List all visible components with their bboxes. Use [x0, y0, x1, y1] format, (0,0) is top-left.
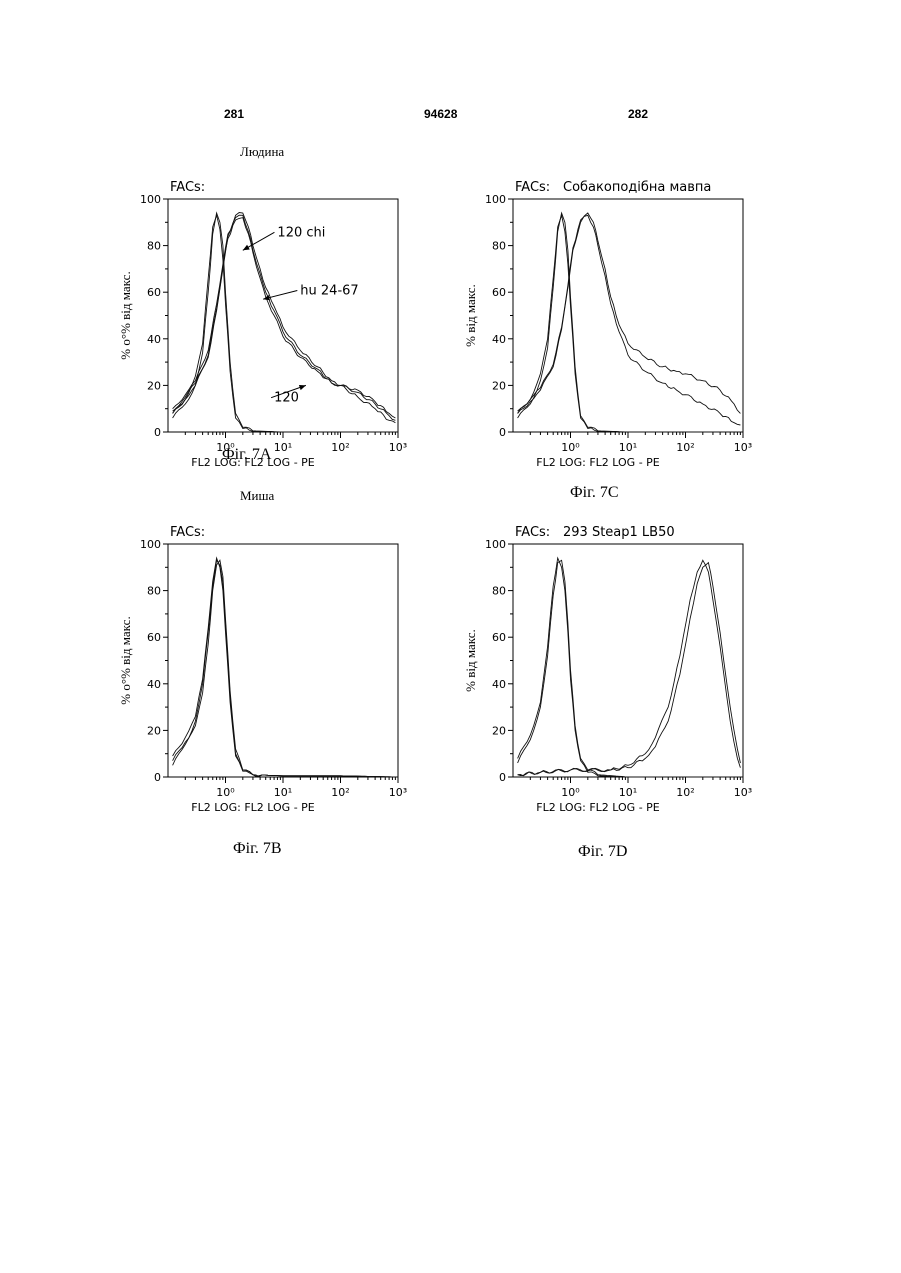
x-axis-label: FL2 LOG: FL2 LOG - PE	[191, 801, 315, 814]
histogram-series-line	[518, 558, 743, 777]
x-tick-label: 10⁰	[561, 786, 580, 799]
y-tick-label: 60	[147, 631, 161, 644]
x-tick-label: 10⁰	[561, 441, 580, 454]
x-tick-label: 10²	[676, 786, 694, 799]
y-axis-label: % від макс.	[463, 629, 478, 692]
y-tick-label: 60	[492, 286, 506, 299]
histogram-series-line	[518, 215, 743, 432]
y-tick-label: 20	[147, 379, 161, 392]
histogram-series-line	[518, 560, 743, 777]
x-tick-label: 10³	[734, 786, 752, 799]
y-tick-label: 20	[492, 724, 506, 737]
y-tick-label: 0	[154, 426, 161, 439]
histogram-series-line	[518, 560, 741, 775]
annotation-arrowhead	[263, 295, 270, 300]
histogram-series-line	[173, 560, 398, 777]
x-tick-label: 10⁰	[216, 786, 235, 799]
chart-subtitle: 293 Steap1 LB50	[563, 525, 675, 540]
page-number-right: 282	[628, 107, 648, 121]
y-tick-label: 0	[154, 771, 161, 784]
annotation-arrowhead	[299, 385, 306, 390]
y-tick-label: 80	[492, 240, 506, 253]
y-tick-label: 40	[147, 678, 161, 691]
caption-fig-7c: Фіг. 7C	[570, 484, 619, 502]
x-tick-label: 10¹	[619, 786, 637, 799]
histogram-series-line	[518, 215, 741, 425]
chart-title: FACs:	[170, 525, 205, 540]
annotation-arrowhead	[243, 245, 250, 251]
histogram-series-line	[518, 213, 743, 432]
x-axis-label: FL2 LOG: FL2 LOG - PE	[536, 456, 660, 469]
x-tick-label: 10²	[676, 441, 694, 454]
x-tick-label: 10³	[734, 441, 752, 454]
annotation-label: hu 24-67	[300, 284, 358, 299]
x-tick-label: 10²	[331, 786, 349, 799]
caption-fig-7a: Фіг. 7A	[222, 446, 271, 464]
y-tick-label: 0	[499, 771, 506, 784]
y-tick-label: 40	[492, 678, 506, 691]
y-tick-label: 20	[492, 379, 506, 392]
x-tick-label: 10³	[389, 786, 407, 799]
label-mouse: Миша	[240, 488, 274, 504]
chart-title: FACs:	[515, 525, 550, 540]
caption-fig-7d: Фіг. 7D	[578, 843, 627, 861]
chart-fig-7c: FACs: Собакоподібна мавпа 0 20 40 60 80 100 10⁰ 1…	[455, 172, 765, 477]
y-tick-label: 0	[499, 426, 506, 439]
plot-frame	[513, 544, 743, 777]
chart-title: FACs:	[515, 180, 550, 195]
caption-fig-7b: Фіг. 7B	[233, 840, 282, 858]
y-tick-label: 60	[492, 631, 506, 644]
histogram-series-line	[173, 558, 398, 777]
y-axis-label: % від макс.	[463, 284, 478, 347]
chart-title: FACs:	[170, 180, 205, 195]
chart-subtitle: Собакоподібна мавпа	[563, 180, 711, 195]
x-tick-label: 10¹	[274, 441, 292, 454]
y-tick-label: 40	[147, 333, 161, 346]
y-tick-label: 100	[485, 193, 506, 206]
page-number-left: 281	[224, 107, 244, 121]
y-tick-label: 100	[140, 538, 161, 551]
y-tick-label: 80	[147, 585, 161, 598]
x-tick-label: 10²	[331, 441, 349, 454]
x-tick-label: 10³	[389, 441, 407, 454]
plot-frame	[168, 544, 398, 777]
y-tick-label: 80	[147, 240, 161, 253]
histogram-series-line	[173, 560, 398, 777]
chart-fig-7a: FACs:02040608010010⁰10¹10²10³FL2 LOG: FL…	[110, 172, 420, 477]
y-axis-label: % о°% від макс.	[118, 271, 133, 359]
plot-frame	[513, 199, 743, 432]
chart-fig-7d: FACs: 293 Steap1 LB50 0 20 40 60 80 100 10⁰ 10¹ 10…	[455, 517, 765, 822]
histogram-series-line	[518, 563, 741, 776]
document-number: 94628	[424, 107, 457, 121]
chart-fig-7b: FACs: 0 20 40 60 80 100 10⁰ 10¹ 10² 10³ FL2 LOG: FL…	[110, 517, 420, 822]
y-tick-label: 100	[140, 193, 161, 206]
y-tick-label: 20	[147, 724, 161, 737]
y-tick-label: 40	[492, 333, 506, 346]
x-tick-label: 10¹	[274, 786, 292, 799]
y-tick-label: 60	[147, 286, 161, 299]
label-human: Людина	[240, 144, 284, 160]
x-tick-label: 10¹	[619, 441, 637, 454]
annotation-label: 120	[274, 391, 299, 406]
annotation-label: 120 chi	[277, 225, 325, 240]
y-axis-label: % о°% від макс.	[118, 616, 133, 704]
y-tick-label: 100	[485, 538, 506, 551]
y-tick-label: 80	[492, 585, 506, 598]
x-axis-label: FL2 LOG: FL2 LOG - PE	[536, 801, 660, 814]
